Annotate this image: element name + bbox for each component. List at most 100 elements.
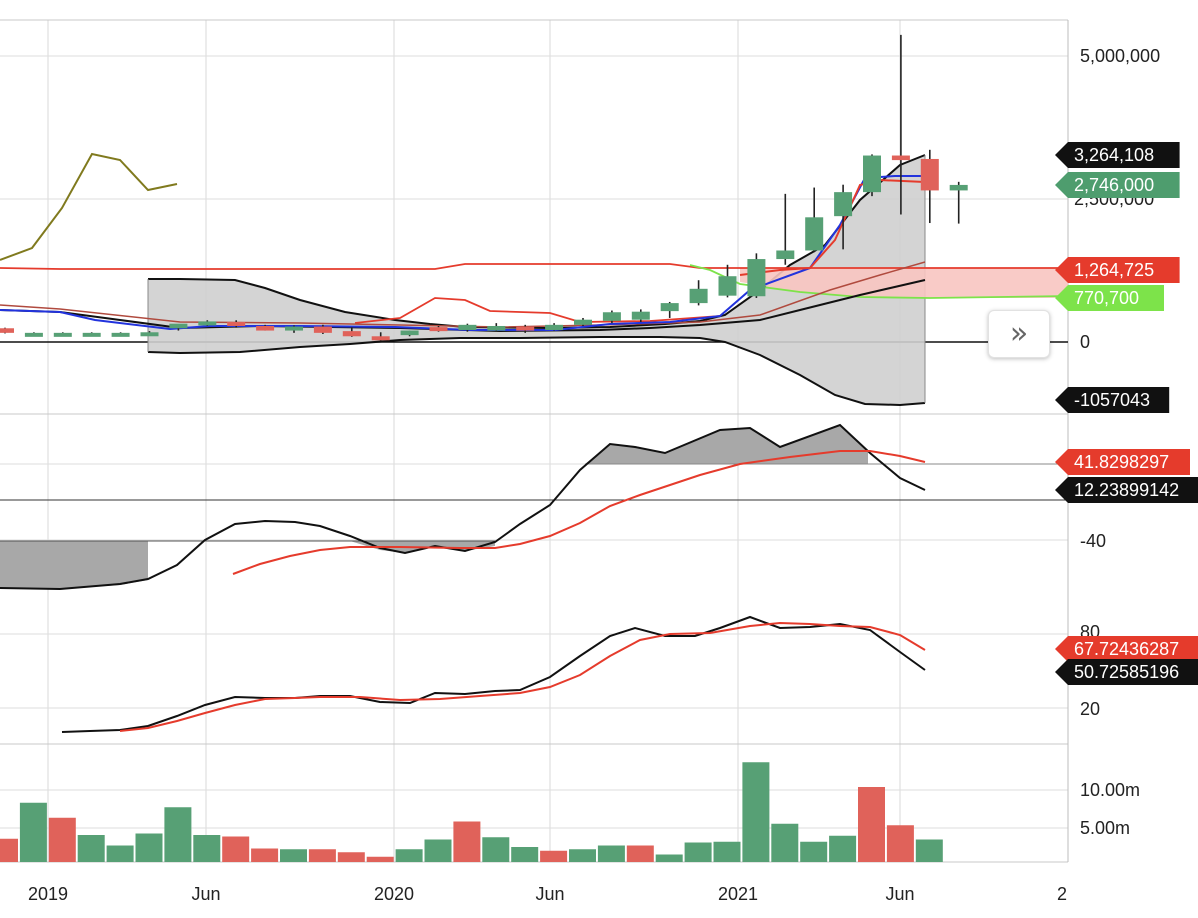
candle-body-32 — [920, 158, 939, 191]
candle-body-19 — [545, 324, 564, 330]
volume-bar-15 — [424, 839, 452, 862]
x-label-2019: 2019 — [28, 884, 68, 904]
volume-bar-9 — [251, 848, 279, 862]
candle-body-2 — [53, 332, 72, 337]
osc1-red-line — [232, 450, 926, 575]
value-tag-0: 3,264,108 — [1055, 142, 1180, 168]
osc2-red-line — [119, 621, 926, 732]
value-tag-text-3: 770,700 — [1074, 288, 1139, 308]
volume-tick-5m: 5.00m — [1080, 818, 1130, 838]
volume-bar-23 — [655, 854, 683, 862]
volume-bar-22 — [626, 845, 654, 862]
oscillator-1-panel — [0, 423, 1068, 591]
volume-tick-10m: 10.00m — [1080, 780, 1140, 800]
candle-body-16 — [458, 324, 477, 330]
value-tag-bg-6 — [1055, 477, 1198, 503]
bollinger-lower-line — [147, 336, 926, 407]
value-tag-3: 770,700 — [1055, 285, 1164, 311]
candle-body-30 — [863, 155, 881, 193]
value-tag-bg-7 — [1055, 636, 1198, 662]
volume-bar-17 — [482, 837, 510, 862]
value-tag-4: -1057043 — [1055, 387, 1170, 413]
candle-body-12 — [342, 331, 361, 337]
price-tick-5m: 5,000,000 — [1080, 46, 1160, 66]
value-tag-bg-8 — [1055, 659, 1198, 685]
value-tag-text-1: 2,746,000 — [1074, 175, 1154, 195]
x-axis: 2019 Jun 2020 Jun 2021 Jun 2 — [28, 884, 1067, 904]
value-tag-text-7: 67.72436287 — [1074, 639, 1179, 659]
value-tag-bg-4 — [1055, 387, 1170, 413]
candle-body-26 — [747, 259, 766, 297]
candle-body-17 — [487, 325, 506, 331]
olive-lagging-line — [0, 152, 178, 261]
candle-body-3 — [82, 332, 101, 337]
value-tag-text-6: 12.23899142 — [1074, 480, 1179, 500]
candle-body-9 — [256, 325, 275, 331]
volume-bar-12 — [337, 852, 365, 862]
value-tag-text-4: -1057043 — [1074, 390, 1150, 410]
bollinger-band-fill — [148, 155, 925, 405]
volume-bar-32 — [915, 839, 943, 862]
volume-bar-11 — [308, 849, 336, 862]
value-tag-text-2: 1,264,725 — [1074, 260, 1154, 280]
osc1-black-line — [0, 423, 926, 591]
candle-body-6 — [169, 323, 188, 329]
volume-bar-18 — [511, 847, 539, 862]
volume-bar-3 — [77, 835, 105, 862]
volume-panel — [0, 762, 943, 862]
price-tick-0: 0 — [1080, 332, 1090, 352]
volume-bar-7 — [193, 835, 221, 862]
blue-moving-average — [0, 175, 925, 331]
x-label-2022-partial: 2 — [1057, 884, 1067, 904]
osc1-shade-left — [0, 541, 148, 589]
candle-body-0 — [0, 328, 14, 333]
volume-bar-0 — [0, 838, 18, 862]
volume-bar-25 — [713, 841, 741, 862]
value-tag-1: 2,746,000 — [1055, 172, 1180, 198]
volume-bar-21 — [597, 845, 625, 862]
osc2-black-line — [61, 615, 926, 733]
volume-bar-27 — [771, 823, 799, 862]
candle-body-28 — [805, 217, 824, 251]
x-label-jun-2020: Jun — [535, 884, 564, 904]
osc1-shade-right — [585, 424, 868, 464]
candle-body-4 — [111, 332, 130, 337]
candle-body-1 — [24, 332, 43, 337]
value-tag-2: 1,264,725 — [1055, 257, 1180, 283]
value-tags: 3,264,108 2,746,000 1,264,725 770,700 -10570… — [1055, 142, 1198, 685]
volume-bar-19 — [540, 850, 568, 862]
volume-bar-5 — [135, 833, 163, 862]
x-label-2020: 2020 — [374, 884, 414, 904]
value-tag-bg-1 — [1055, 172, 1180, 198]
volume-bar-14 — [395, 849, 423, 862]
volume-bar-4 — [106, 845, 134, 862]
value-tag-6: 12.23899142 — [1055, 477, 1198, 503]
volume-bar-20 — [569, 849, 596, 862]
volume-bar-16 — [453, 821, 481, 862]
value-tag-bg-0 — [1055, 142, 1180, 168]
volume-bar-24 — [684, 842, 712, 862]
volume-bar-8 — [222, 836, 250, 862]
candle-body-20 — [574, 319, 592, 325]
volume-bar-28 — [800, 841, 828, 862]
price-overlays — [0, 152, 1069, 407]
volume-bar-13 — [366, 856, 394, 862]
value-tag-bg-3 — [1055, 285, 1164, 311]
value-tag-bg-2 — [1055, 257, 1180, 283]
candle-body-23 — [660, 303, 679, 312]
candle-body-21 — [602, 312, 621, 321]
candle-body-29 — [834, 192, 853, 217]
candle-body-18 — [516, 326, 535, 331]
candles — [0, 34, 968, 341]
volume-bar-26 — [742, 762, 770, 862]
candle-body-22 — [631, 311, 650, 320]
candle-body-8 — [227, 321, 246, 326]
grid-lines — [0, 19, 1069, 863]
red-lower-line — [354, 297, 721, 324]
volume-bar-10 — [280, 849, 307, 862]
volume-bar-2 — [48, 817, 76, 862]
value-tag-5: 41.8298297 — [1055, 449, 1190, 475]
expand-chart-button[interactable]: » — [988, 310, 1050, 358]
x-label-jun-2021: Jun — [885, 884, 914, 904]
